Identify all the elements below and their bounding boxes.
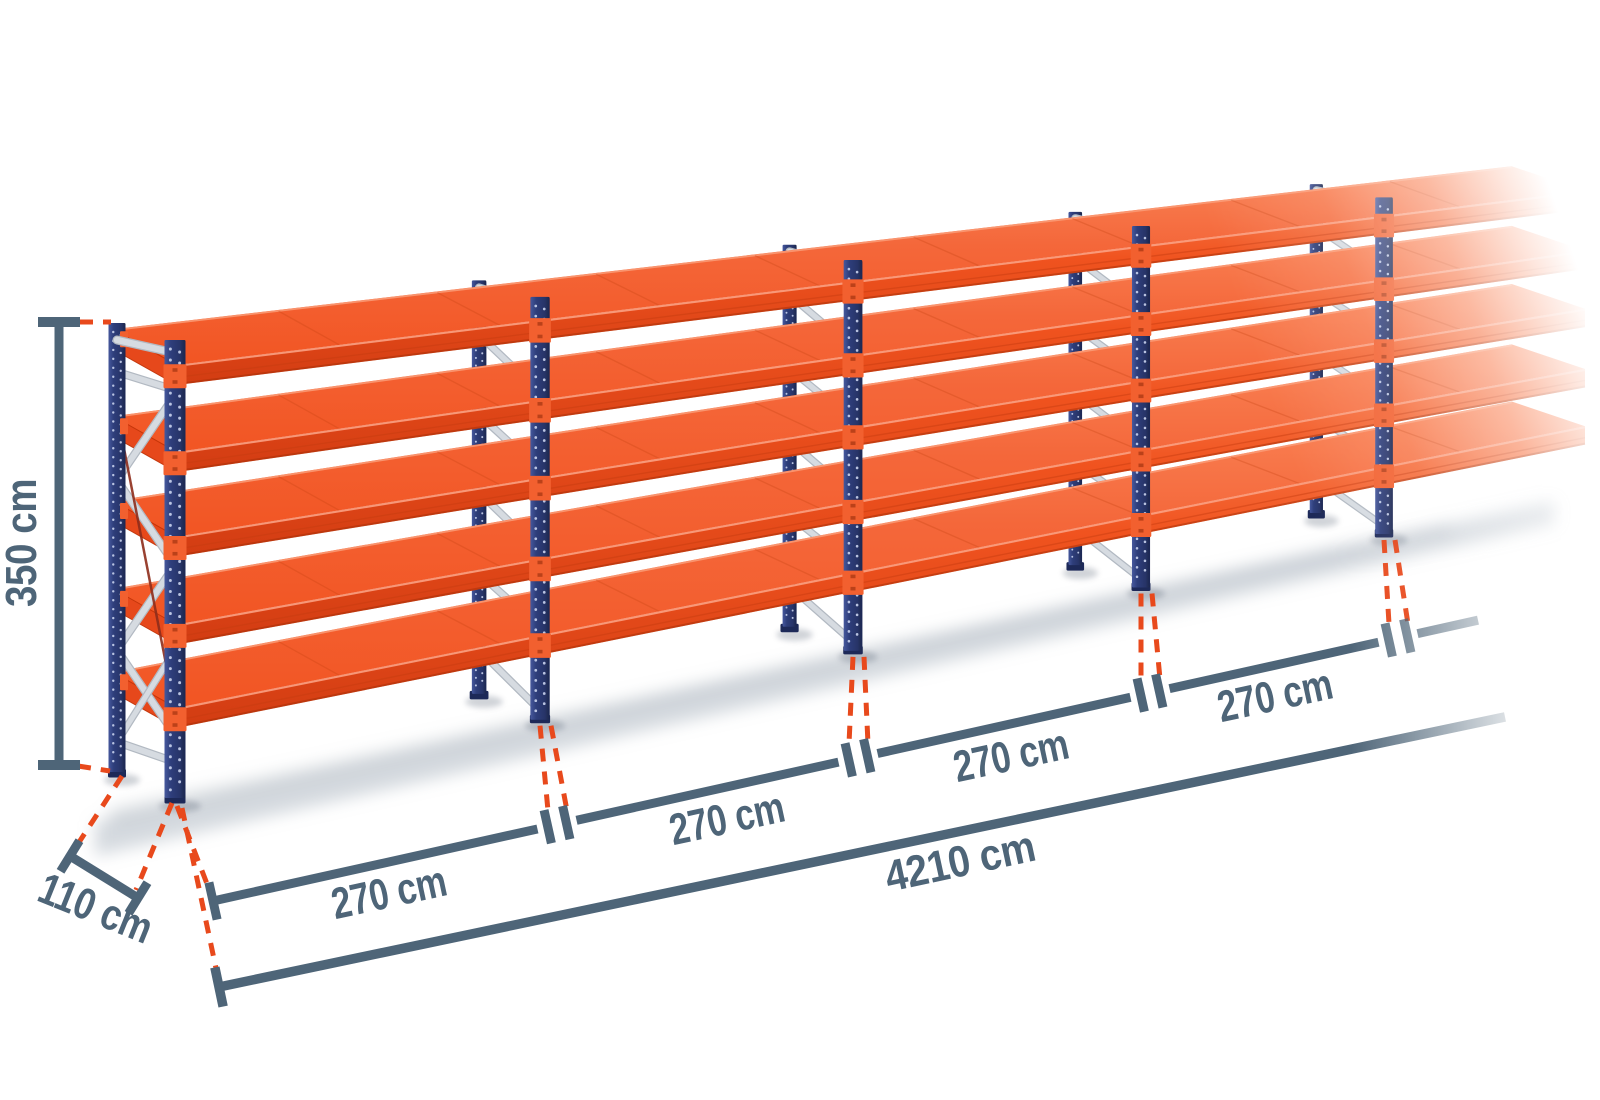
- height-dimension-label: 350 cm: [0, 479, 46, 607]
- rack-front-uprights: [524, 197, 1408, 732]
- rack-frame-front-2: [524, 296, 566, 732]
- rack-frame-front-4: [1127, 226, 1165, 600]
- dimension-labels: 350 cm 110 cm 270 cm 270 cm 270 cm 270 c…: [0, 479, 1337, 953]
- floor-shadow: [95, 500, 1555, 856]
- rack-frame-front-3: [838, 259, 878, 663]
- rack-illustration: [95, 166, 1586, 856]
- leader-dashed-lines: [71, 319, 1411, 974]
- height-dimension-line: [38, 317, 80, 770]
- rack-frame-front-5: [1370, 197, 1408, 547]
- bay-dimension-chain-line: [204, 615, 1479, 921]
- dimension-lines: [38, 317, 1506, 1008]
- depth-dimension-line: [56, 838, 152, 916]
- rack-end-frame: [104, 323, 201, 812]
- total-dimension-line: [210, 712, 1506, 1008]
